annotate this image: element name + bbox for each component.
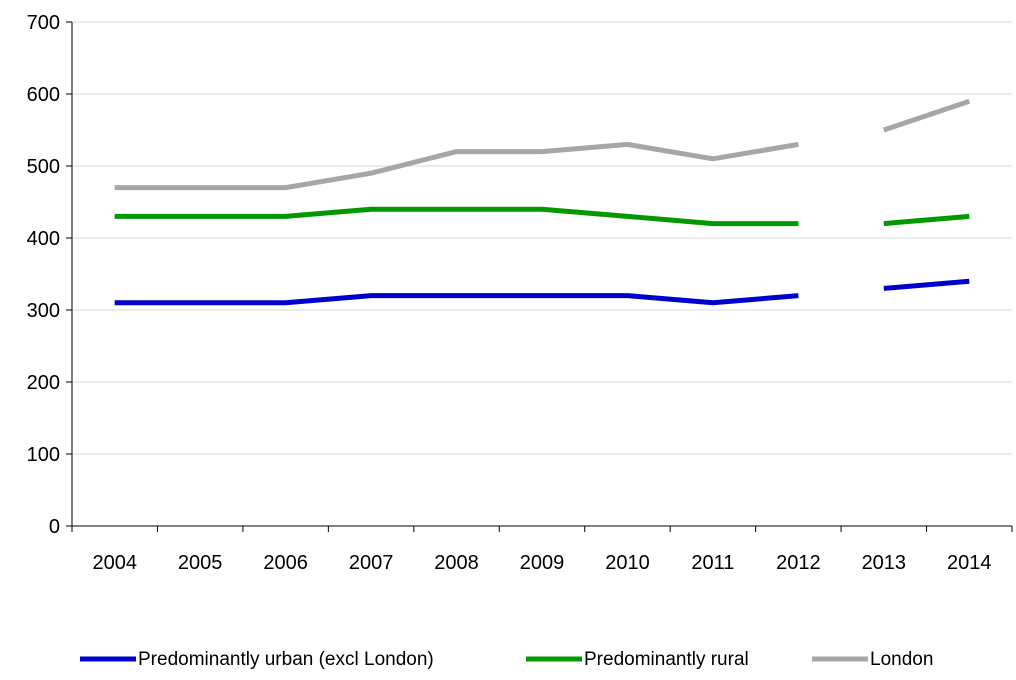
y-tick-label: 600: [27, 84, 60, 106]
axes: [71, 22, 1012, 527]
x-tick-label: 2004: [92, 552, 137, 574]
legend-item: London: [812, 649, 933, 670]
y-tick-label: 0: [49, 516, 60, 538]
legend-label: Predominantly urban (excl London): [138, 649, 434, 670]
series-0: [114, 278, 970, 306]
x-tick-label: 2012: [776, 552, 821, 574]
x-tick-label: 2007: [349, 552, 394, 574]
x-tick-label: 2014: [947, 552, 992, 574]
y-tick-label: 700: [27, 12, 60, 34]
legend-label: Predominantly rural: [584, 649, 749, 670]
y-tick-label: 300: [27, 300, 60, 322]
legend-label: London: [870, 649, 933, 670]
x-tick-label: 2006: [263, 552, 308, 574]
series-line-segment: [883, 213, 970, 227]
y-tick-label: 400: [27, 228, 60, 250]
x-tick-label: 2011: [691, 552, 734, 574]
series-line-segment: [883, 278, 970, 291]
x-tick-label: 2009: [520, 552, 565, 574]
series-1: [114, 206, 970, 227]
legend: Predominantly urban (excl London) Predomi…: [80, 649, 933, 670]
series-line-segment: [114, 206, 799, 227]
series-lines: [114, 98, 971, 306]
series-line-segment: [114, 293, 799, 306]
series-2: [114, 98, 971, 191]
gridlines: [72, 21, 1012, 455]
x-tick-label: 2013: [862, 552, 907, 574]
y-tick-label: 500: [27, 156, 60, 178]
y-tick-label: 200: [27, 372, 60, 394]
x-tick-label: 2010: [605, 552, 650, 574]
legend-item: Predominantly rural: [526, 649, 749, 670]
series-line-segment: [883, 98, 971, 133]
series-line-segment: [114, 141, 799, 191]
x-tick-label: 2008: [434, 552, 479, 574]
y-axis-ticks: 0 100 200 300 400 500 600 700: [27, 12, 72, 538]
legend-item: Predominantly urban (excl London): [80, 649, 434, 670]
x-axis-ticks: 2004 2005 2006 2007 2008 2009 2010 2011 2012 2013…: [71, 526, 1013, 574]
y-tick-label: 100: [27, 444, 60, 466]
x-tick-label: 2005: [178, 552, 223, 574]
